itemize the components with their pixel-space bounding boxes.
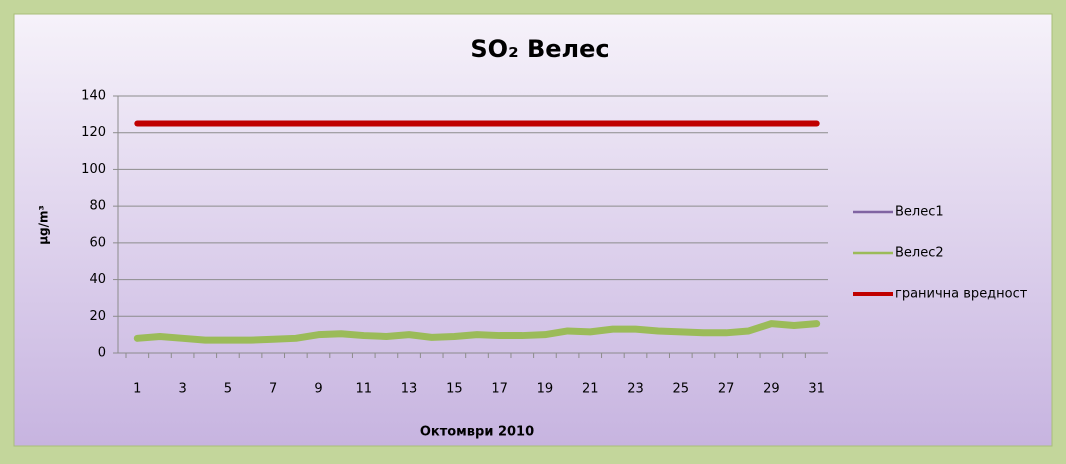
- y-tick-label: 120: [81, 125, 106, 140]
- x-tick-label: 11: [356, 382, 373, 397]
- chart-area: [13, 13, 1053, 447]
- x-tick-label: 25: [673, 382, 690, 397]
- x-tick-label: 1: [133, 382, 141, 397]
- y-axis-label: μg/m³: [37, 205, 51, 245]
- x-tick-label: 9: [314, 382, 322, 397]
- y-tick-label: 60: [89, 235, 106, 250]
- x-tick-label: 21: [582, 382, 599, 397]
- chart-title: SO₂ Велес: [470, 35, 609, 63]
- y-tick-label: 80: [89, 199, 106, 214]
- x-tick-label: 3: [178, 382, 186, 397]
- x-tick-label: 13: [401, 382, 418, 397]
- y-tick-label: 20: [89, 309, 106, 324]
- x-tick-label: 29: [763, 382, 780, 397]
- series-line: [133, 320, 821, 344]
- y-tick-label: 100: [81, 162, 106, 177]
- x-tick-label: 15: [446, 382, 463, 397]
- y-tick-label: 0: [98, 346, 106, 361]
- x-tick-label: 7: [269, 382, 277, 397]
- x-tick-label: 31: [808, 382, 825, 397]
- x-tick-label: 27: [718, 382, 735, 397]
- x-tick-label: 5: [224, 382, 232, 397]
- x-axis-label: Октомври 2010: [420, 425, 534, 440]
- legend-label: Велес2: [895, 246, 944, 261]
- legend-label: Велес1: [895, 205, 944, 220]
- x-tick-label: 19: [537, 382, 554, 397]
- legend-label: гранична вредност: [895, 287, 1028, 302]
- x-tick-label: 17: [491, 382, 508, 397]
- y-tick-label: 140: [81, 89, 106, 104]
- x-tick-label: 23: [627, 382, 644, 397]
- y-tick-label: 40: [89, 272, 106, 287]
